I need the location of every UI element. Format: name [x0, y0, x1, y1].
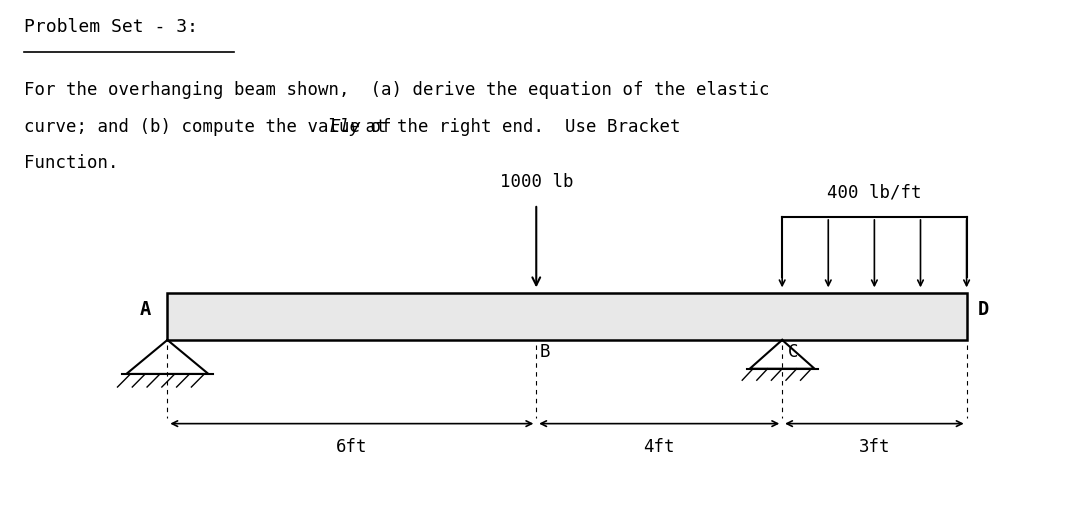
Text: 400 lb/ft: 400 lb/ft	[827, 184, 921, 201]
Text: at the right end.  Use Bracket: at the right end. Use Bracket	[355, 118, 680, 135]
Text: 4ft: 4ft	[644, 438, 675, 456]
Text: curve; and (b) compute the value of: curve; and (b) compute the value of	[24, 118, 402, 135]
Text: D: D	[977, 300, 988, 319]
Text: C: C	[787, 343, 798, 360]
Text: For the overhanging beam shown,  (a) derive the equation of the elastic: For the overhanging beam shown, (a) deri…	[24, 81, 769, 99]
Text: A: A	[140, 300, 151, 319]
Text: 6ft: 6ft	[336, 438, 367, 456]
Text: Problem Set - 3:: Problem Set - 3:	[24, 18, 198, 36]
Bar	[167, 293, 967, 340]
Text: B: B	[540, 343, 550, 360]
Text: Ely: Ely	[329, 118, 361, 135]
Text: 3ft: 3ft	[859, 438, 890, 456]
Text: 1000 lb: 1000 lb	[500, 173, 573, 191]
Text: Function.: Function.	[24, 154, 119, 172]
